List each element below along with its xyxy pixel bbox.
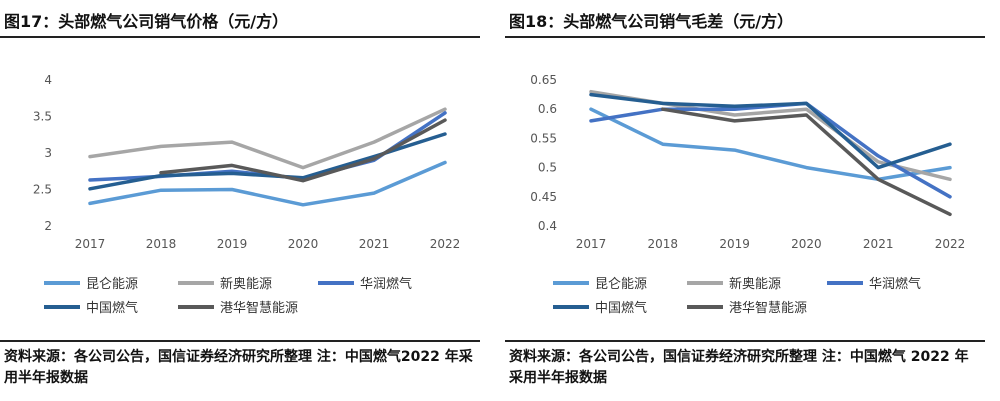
x-tick-label: 2020 (791, 237, 822, 251)
legend-label: 港华智慧能源 (220, 300, 298, 316)
legend-label: 港华智慧能源 (729, 300, 807, 316)
x-tick-label: 2018 (648, 237, 679, 251)
figure-17-chart: 2 2.5 3 3.5 4 2017 2018 2019 2020 2021 2022 昆仑能源 新奥能… (33, 73, 461, 316)
figure-18-bottom-rule (505, 340, 985, 342)
x-tick-label: 2019 (217, 237, 248, 251)
y-tick-label: 0.45 (530, 190, 557, 204)
x-tick-label: 2017 (75, 237, 106, 251)
figure-18-top-rule (505, 36, 985, 38)
y-tick-label: 4 (44, 73, 52, 87)
x-tick-label: 2020 (288, 237, 319, 251)
x-tick-label: 2022 (935, 237, 966, 251)
figure-17-panel: 图17：头部燃气公司销气价格（元/方） 2 2.5 3 3.5 4 2017 2018 201… (0, 0, 480, 401)
y-tick-label: 0.5 (538, 161, 557, 175)
series-line-1 (589, 107, 952, 182)
y-tick-label: 3.5 (33, 110, 52, 124)
figure-17-bottom-rule (0, 340, 480, 342)
series-line-5 (661, 107, 952, 217)
figure-17-top-rule (0, 36, 480, 38)
series-line-1 (88, 160, 447, 207)
series-line-2 (88, 107, 447, 170)
legend-label: 昆仑能源 (86, 277, 138, 292)
legend-label: 华润燃气 (869, 276, 921, 292)
series-line-4 (88, 132, 447, 191)
x-tick-label: 2021 (863, 237, 894, 251)
legend-label: 新奥能源 (729, 276, 781, 292)
figure-18-panel: 图18：头部燃气公司销气毛差（元/方） 0.4 0.45 0.5 0.55 0.6 0.6… (505, 0, 985, 401)
y-tick-label: 3 (44, 146, 52, 160)
x-tick-label: 2017 (576, 237, 607, 251)
figure-18-title: 图18：头部燃气公司销气毛差（元/方） (509, 12, 794, 31)
legend-label: 新奥能源 (220, 276, 272, 292)
series-line-5 (159, 118, 447, 183)
x-tick-label: 2021 (359, 237, 390, 251)
legend-label: 中国燃气 (595, 300, 647, 316)
legend-label: 华润燃气 (360, 276, 412, 292)
figure-18-source-note: 资料来源：各公司公告，国信证券经济研究所整理 注：中国燃气 2022 年采用半年… (509, 349, 969, 386)
series-line-4 (589, 92, 952, 170)
legend-label: 中国燃气 (86, 300, 138, 316)
figure-17-title: 图17：头部燃气公司销气价格（元/方） (4, 12, 289, 31)
figure-18-chart: 0.4 0.45 0.5 0.55 0.6 0.65 2017 2018 2019 2020 202… (530, 73, 966, 316)
x-tick-label: 2019 (719, 237, 750, 251)
x-tick-label: 2022 (430, 237, 461, 251)
legend-label: 昆仑能源 (595, 277, 647, 292)
y-tick-label: 2 (44, 219, 52, 233)
y-tick-label: 0.4 (538, 219, 557, 233)
x-tick-label: 2018 (146, 237, 177, 251)
figure-17-source-note: 资料来源：各公司公告，国信证券经济研究所整理 注：中国燃气2022 年采用半年报… (4, 349, 473, 386)
y-tick-label: 0.6 (538, 102, 557, 116)
y-tick-label: 0.55 (530, 131, 557, 145)
y-tick-label: 2.5 (33, 183, 52, 197)
series-line-3 (88, 111, 447, 182)
y-tick-label: 0.65 (530, 73, 557, 87)
